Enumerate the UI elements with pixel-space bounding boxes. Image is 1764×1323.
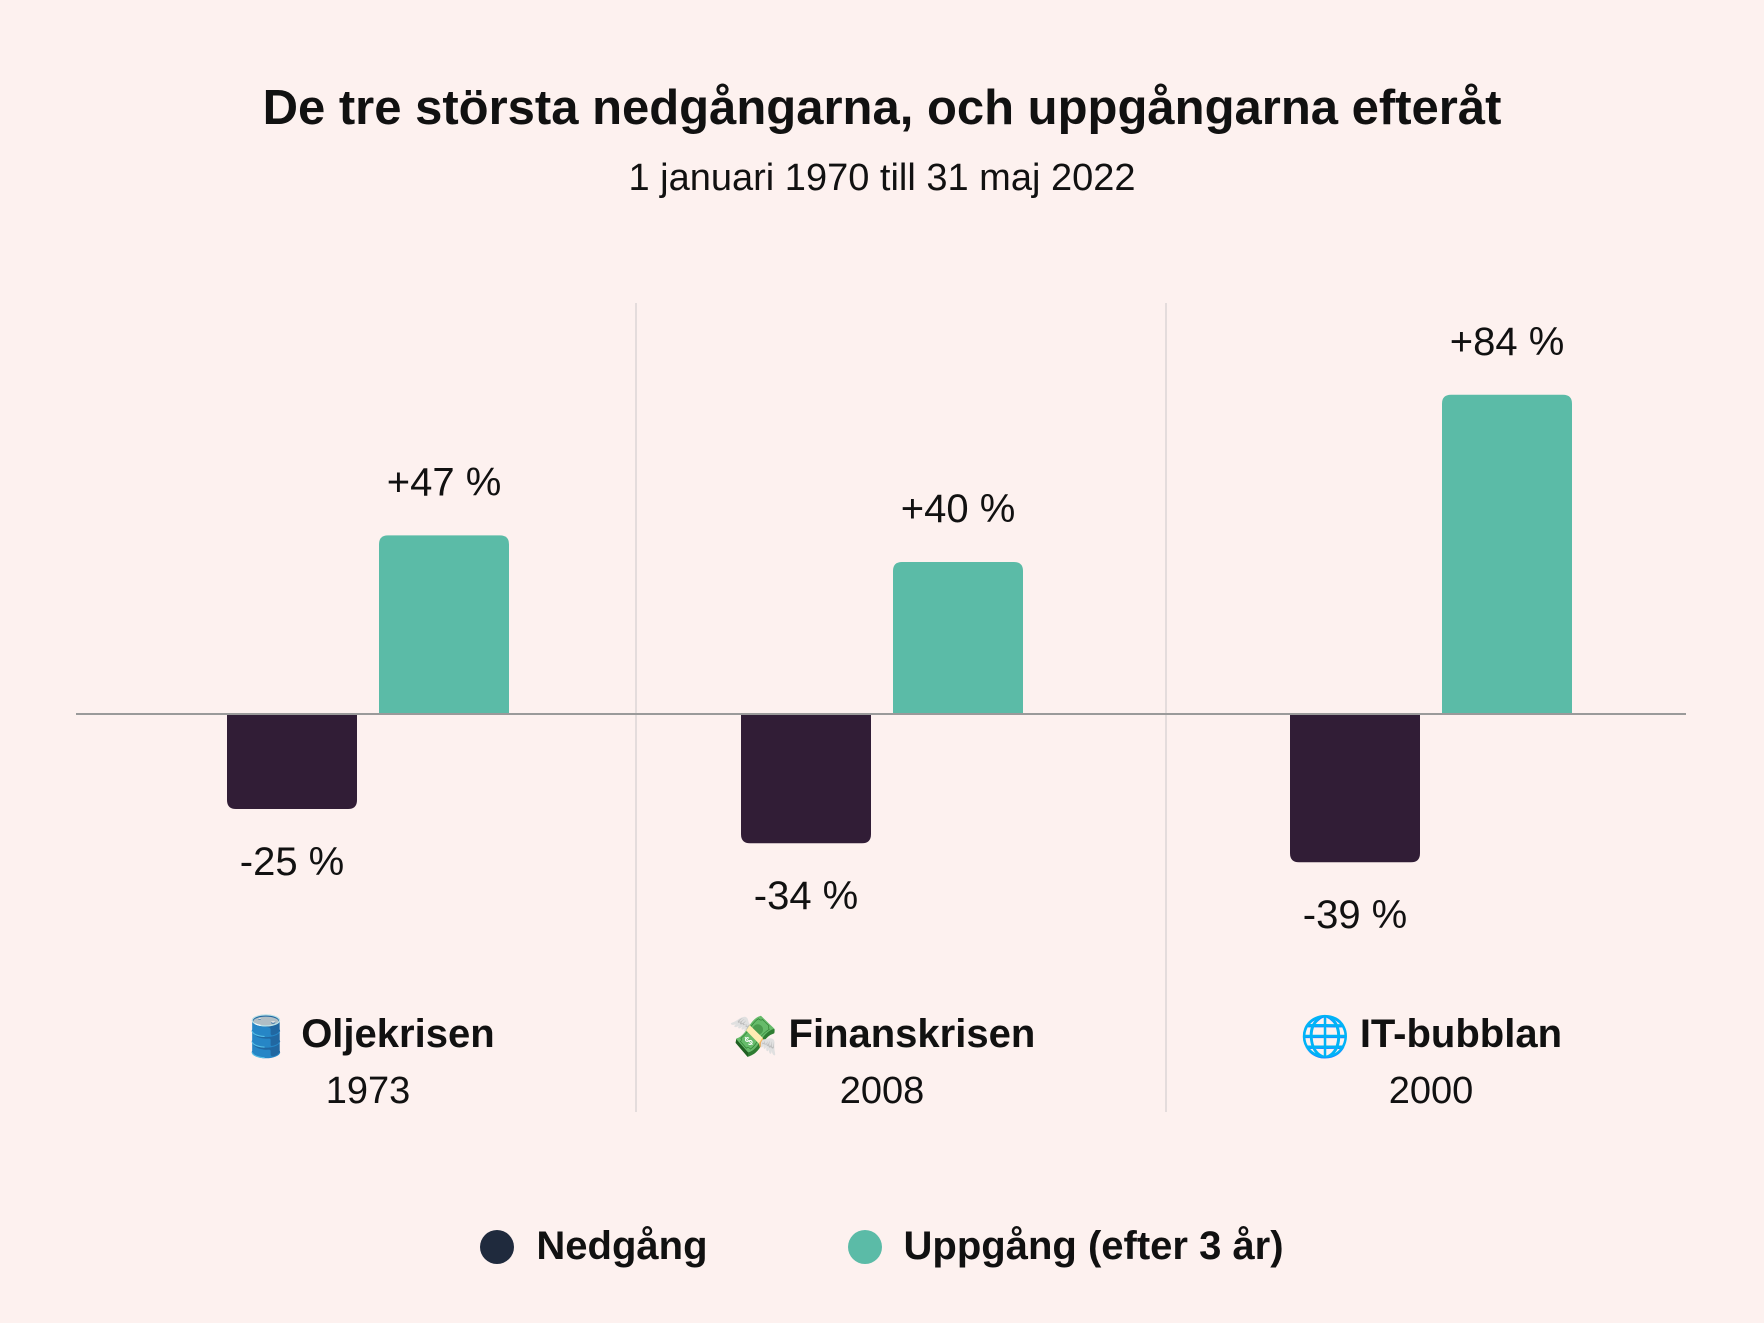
chart-title: De tre största nedgångarna, och uppgånga… (262, 81, 1502, 135)
bar-decline-it-bubblan (1290, 714, 1420, 863)
data-label-rise-oljekrisen: +47 % (387, 460, 502, 504)
legend: Nedgång Uppgång (efter 3 år) (0, 1224, 1764, 1269)
legend-label-decline: Nedgång (536, 1224, 708, 1268)
data-label-decline-it-bubblan: -39 % (1303, 893, 1408, 937)
legend-swatch-rise (847, 1229, 882, 1264)
money-with-wings-icon: 💸 (728, 1014, 779, 1059)
bar-rise-oljekrisen (379, 535, 509, 714)
category-year-finanskrisen: 2008 (839, 1070, 925, 1112)
category-name: Finanskrisen (788, 1012, 1036, 1056)
legend-label-rise: Uppgång (efter 3 år) (903, 1224, 1284, 1268)
category-label-it-bubblan: 🌐 IT-bubblan (1171, 1012, 1691, 1060)
oil-barrel-icon: 🛢️ (241, 1014, 292, 1059)
category-name: IT-bubblan (1359, 1012, 1562, 1056)
bar-rise-it-bubblan (1442, 394, 1572, 714)
data-label-rise-finanskrisen: +40 % (901, 487, 1016, 531)
chart-subtitle: 1 januari 1970 till 31 maj 2022 (628, 157, 1136, 199)
globe-icon: 🌐 (1300, 1014, 1350, 1059)
data-label-decline-oljekrisen: -25 % (240, 840, 345, 884)
data-label-rise-it-bubblan: +84 % (1450, 320, 1565, 364)
category-name: Oljekrisen (301, 1012, 495, 1056)
category-label-oljekrisen: 🛢️ Oljekrisen (108, 1012, 628, 1060)
data-label-decline-finanskrisen: -34 % (754, 874, 859, 918)
legend-item-rise: Uppgång (efter 3 år) (847, 1224, 1284, 1269)
legend-item-decline: Nedgång (480, 1224, 708, 1269)
bar-rise-finanskrisen (893, 562, 1023, 714)
category-year-it-bubblan: 2000 (1388, 1070, 1474, 1112)
category-year-oljekrisen: 1973 (325, 1070, 411, 1112)
bar-decline-oljekrisen (227, 714, 357, 809)
bar-decline-finanskrisen (741, 714, 871, 844)
category-label-finanskrisen: 💸 Finanskrisen (622, 1012, 1142, 1060)
legend-swatch-decline (480, 1229, 515, 1264)
